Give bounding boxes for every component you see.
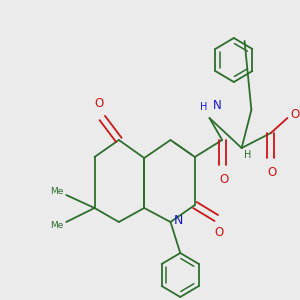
- Text: O: O: [214, 226, 224, 239]
- Text: O: O: [95, 97, 104, 110]
- Text: N: N: [212, 99, 221, 112]
- Text: O: O: [290, 109, 300, 122]
- Text: Me: Me: [50, 220, 63, 230]
- Text: O: O: [220, 173, 229, 186]
- Text: H: H: [244, 150, 251, 160]
- Text: Me: Me: [50, 188, 63, 196]
- Text: O: O: [267, 166, 277, 179]
- Text: H: H: [200, 102, 208, 112]
- Text: N: N: [173, 214, 183, 226]
